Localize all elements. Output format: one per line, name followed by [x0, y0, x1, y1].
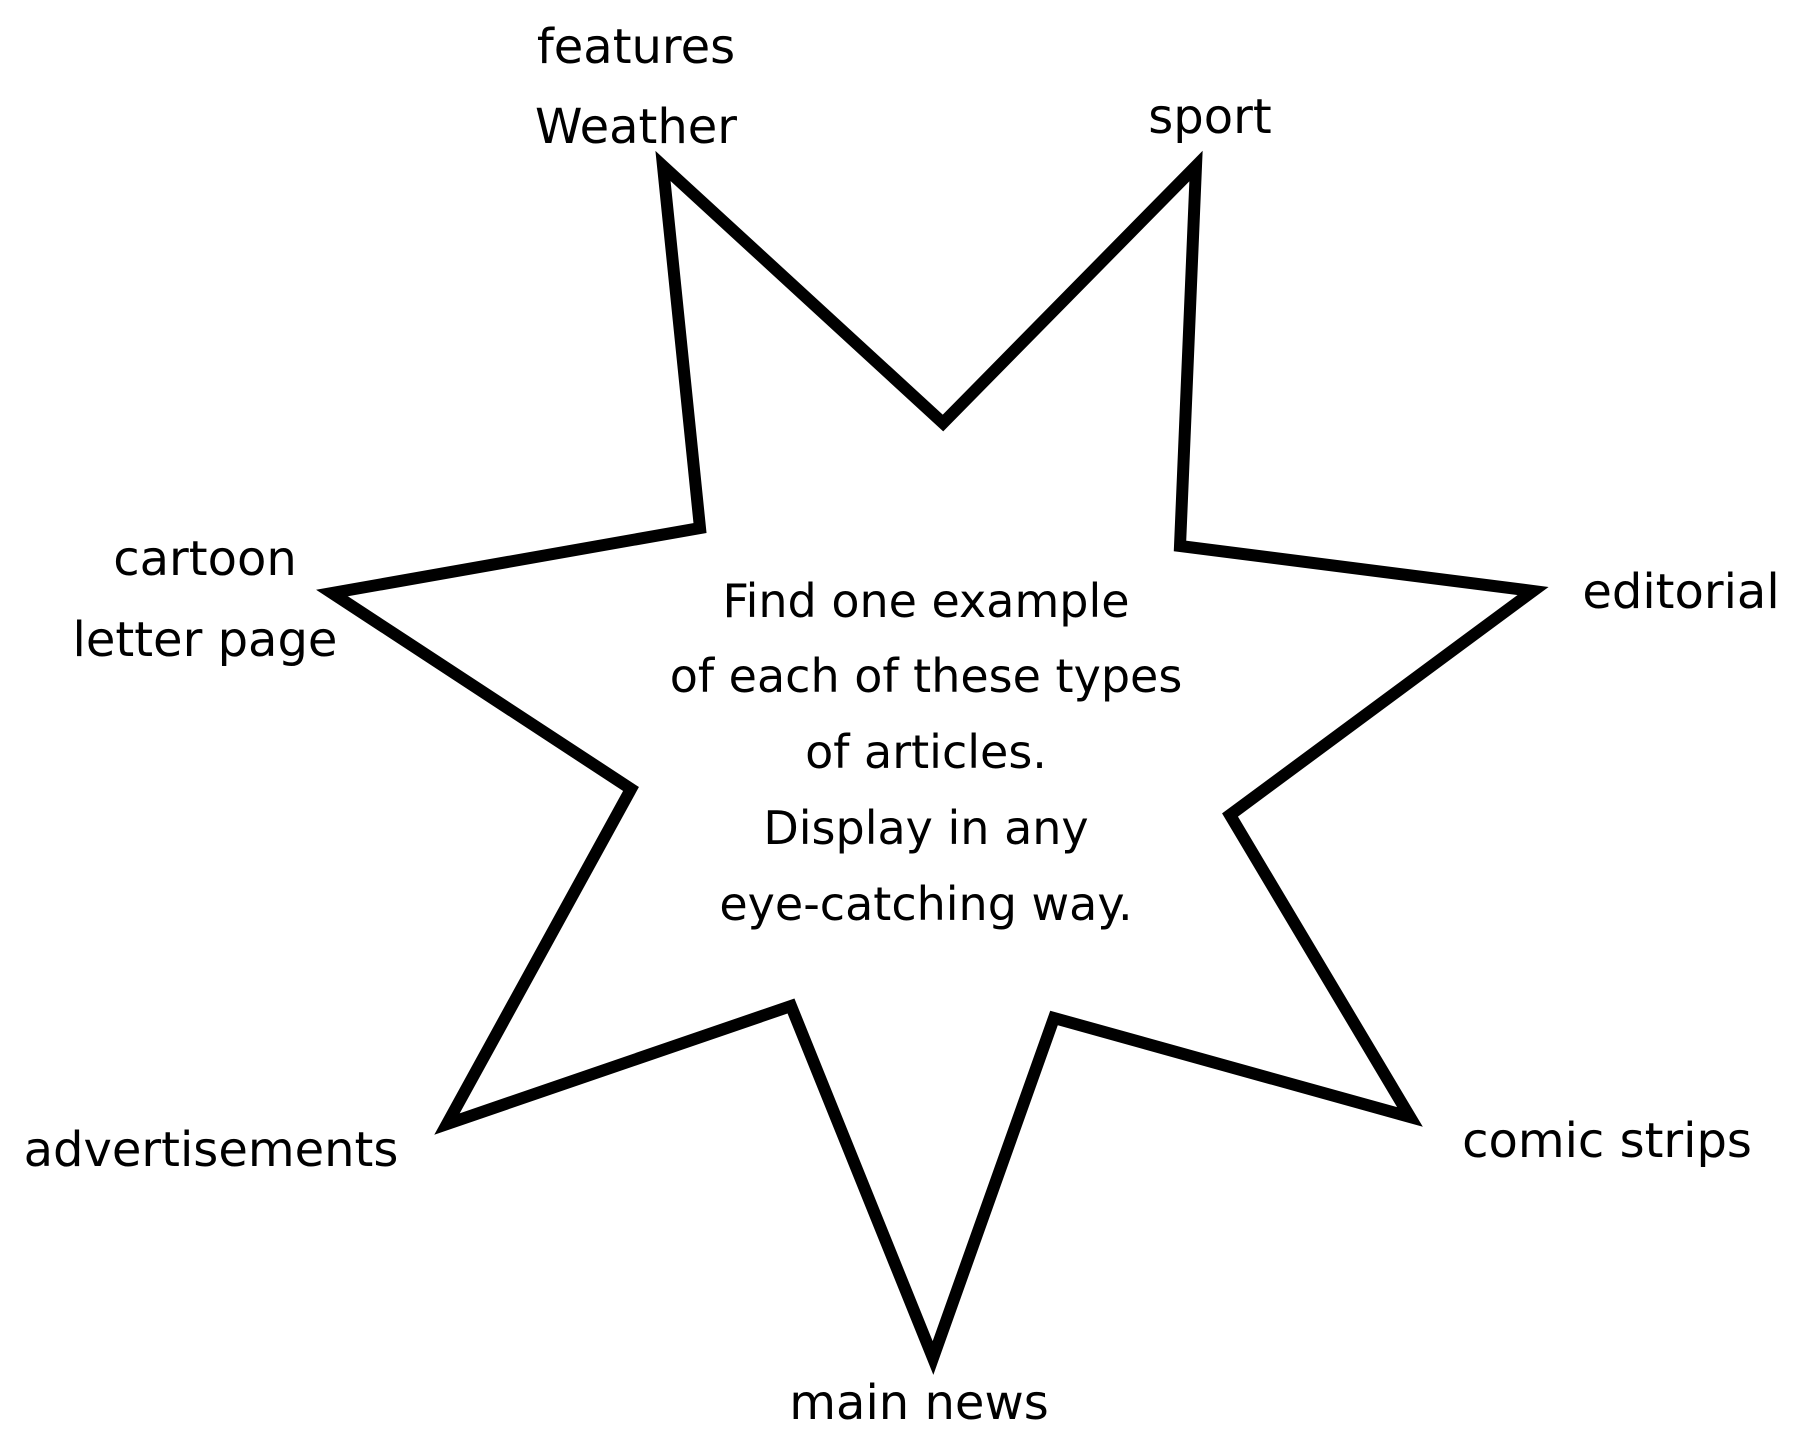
label-weather: Weather [535, 99, 737, 155]
center-line-1: Find one example [722, 574, 1129, 628]
label-sport: sport [1148, 89, 1271, 145]
center-line-2: of each of these types [670, 649, 1183, 703]
center-line-4: Display in any [763, 801, 1088, 855]
star-outline [316, 150, 1549, 1375]
label-features: features [537, 19, 735, 75]
label-advertisements: advertisements [24, 1122, 399, 1178]
label-comic-strips: comic strips [1462, 1113, 1752, 1169]
label-editorial: editorial [1582, 564, 1779, 620]
label-letter-page: letter page [73, 612, 338, 668]
label-cartoon: cartoon [113, 531, 297, 587]
center-line-5: eye-catching way. [719, 877, 1132, 931]
center-line-3: of articles. [805, 725, 1047, 779]
label-main-news: main news [789, 1375, 1048, 1431]
